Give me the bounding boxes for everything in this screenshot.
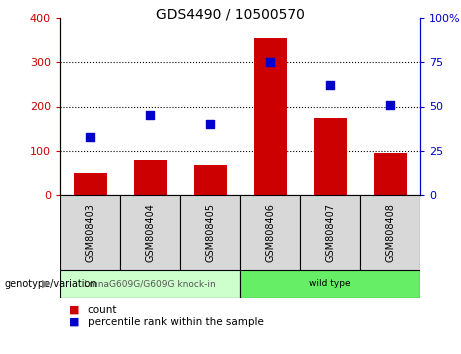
Point [86, 134, 94, 139]
Text: wild type: wild type [309, 280, 351, 289]
Bar [73, 173, 106, 195]
Text: LmnaG609G/G609G knock-in: LmnaG609G/G609G knock-in [84, 280, 216, 289]
Point [146, 113, 154, 118]
Bar [360, 195, 420, 270]
Bar [194, 165, 226, 195]
Bar [240, 270, 420, 298]
Point [326, 82, 334, 88]
Text: GSM808406: GSM808406 [265, 203, 275, 262]
Text: GSM808407: GSM808407 [325, 203, 335, 262]
Text: GSM808405: GSM808405 [205, 203, 215, 262]
Bar [240, 195, 300, 270]
Bar [134, 160, 166, 195]
Point [266, 59, 274, 65]
Bar [373, 153, 407, 195]
Text: GSM808404: GSM808404 [145, 203, 155, 262]
Bar [120, 195, 180, 270]
Bar [60, 195, 120, 270]
Bar [180, 195, 240, 270]
Point [386, 102, 394, 108]
Text: genotype/variation: genotype/variation [5, 279, 97, 289]
Text: count: count [88, 305, 117, 315]
Point [207, 121, 214, 127]
Text: GSM808408: GSM808408 [385, 203, 395, 262]
Bar [254, 38, 286, 195]
Bar [300, 195, 360, 270]
Text: ■: ■ [69, 317, 80, 327]
Text: ■: ■ [69, 305, 80, 315]
Bar [60, 270, 240, 298]
Bar [313, 118, 347, 195]
Text: percentile rank within the sample: percentile rank within the sample [88, 317, 264, 327]
Text: GSM808403: GSM808403 [85, 203, 95, 262]
Text: ▶: ▶ [42, 279, 51, 289]
Text: GDS4490 / 10500570: GDS4490 / 10500570 [156, 8, 305, 22]
